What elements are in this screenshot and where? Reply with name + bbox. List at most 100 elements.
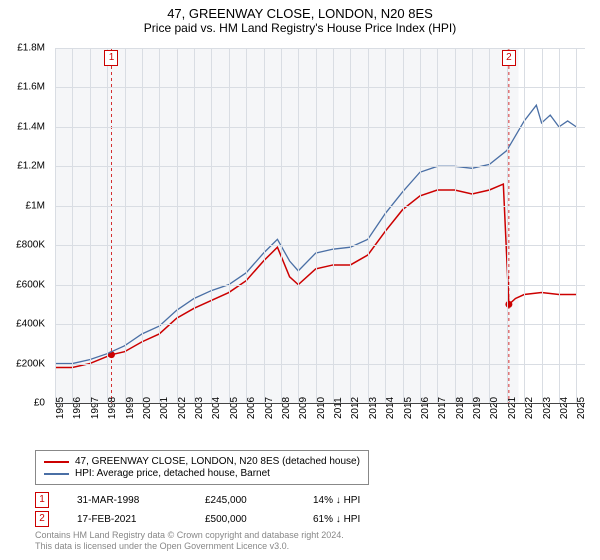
x-axis-label: 2024	[559, 397, 570, 419]
gridline-v	[90, 48, 91, 403]
y-axis-label: £400K	[0, 319, 45, 330]
sale-date: 17-FEB-2021	[77, 514, 177, 525]
gridline-v	[177, 48, 178, 403]
legend-swatch	[44, 473, 69, 475]
gridline-v	[385, 48, 386, 403]
x-axis-line	[55, 403, 585, 404]
gridline-v	[472, 48, 473, 403]
gridline-h	[55, 87, 585, 88]
sale-delta: 14% ↓ HPI	[313, 495, 360, 506]
footer-text: Contains HM Land Registry data © Crown c…	[35, 530, 344, 553]
chart-container: 47, GREENWAY CLOSE, LONDON, N20 8ES Pric…	[0, 0, 600, 560]
legend-swatch	[44, 461, 69, 463]
x-axis-label: 2007	[264, 397, 275, 419]
legend-label: HPI: Average price, detached house, Barn…	[75, 468, 270, 479]
sale-price: £500,000	[205, 514, 285, 525]
y-axis-label: £1.8M	[0, 43, 45, 54]
gridline-v	[542, 48, 543, 403]
gridline-h	[55, 127, 585, 128]
gridline-v	[368, 48, 369, 403]
gridline-v	[298, 48, 299, 403]
gridline-v	[246, 48, 247, 403]
gridline-h	[55, 206, 585, 207]
x-axis-label: 2005	[229, 397, 240, 419]
legend: 47, GREENWAY CLOSE, LONDON, N20 8ES (det…	[35, 450, 369, 485]
y-axis-label: £1.4M	[0, 121, 45, 132]
x-axis-label: 1998	[107, 397, 118, 419]
x-axis-label: 2021	[507, 397, 518, 419]
footer-line-2: This data is licensed under the Open Gov…	[35, 541, 344, 552]
y-axis-label: £0	[0, 398, 45, 409]
legend-item: 47, GREENWAY CLOSE, LONDON, N20 8ES (det…	[44, 456, 360, 467]
gridline-v	[350, 48, 351, 403]
x-axis-label: 2017	[437, 397, 448, 419]
x-axis-label: 2006	[246, 397, 257, 419]
gridline-v	[142, 48, 143, 403]
gridline-v	[437, 48, 438, 403]
gridline-h	[55, 166, 585, 167]
x-axis-label: 2020	[489, 397, 500, 419]
table-row: 1 31-MAR-1998 £245,000 14% ↓ HPI	[35, 492, 360, 508]
gridline-v	[211, 48, 212, 403]
y-axis-label: £1M	[0, 200, 45, 211]
gridline-v	[489, 48, 490, 403]
y-axis-label: £600K	[0, 279, 45, 290]
x-axis-label: 2003	[194, 397, 205, 419]
gridline-v	[125, 48, 126, 403]
gridline-v	[333, 48, 334, 403]
x-axis-label: 1995	[55, 397, 66, 419]
gridline-h	[55, 245, 585, 246]
gridline-v	[229, 48, 230, 403]
x-axis-label: 2019	[472, 397, 483, 419]
gridline-h	[55, 48, 585, 49]
y-axis-label: £200K	[0, 358, 45, 369]
plot-area: £0£200K£400K£600K£800K£1M£1.2M£1.4M£1.6M…	[55, 48, 585, 403]
x-axis-label: 2000	[142, 397, 153, 419]
x-axis-label: 2002	[177, 397, 188, 419]
gridline-v	[524, 48, 525, 403]
x-axis-label: 2013	[368, 397, 379, 419]
gridline-v	[281, 48, 282, 403]
gridline-h	[55, 285, 585, 286]
y-axis-label: £800K	[0, 240, 45, 251]
table-marker: 2	[35, 511, 49, 527]
gridline-v	[455, 48, 456, 403]
x-axis-label: 2004	[211, 397, 222, 419]
gridline-v	[159, 48, 160, 403]
gridline-v	[107, 48, 108, 403]
x-axis-label: 2008	[281, 397, 292, 419]
gridline-h	[55, 364, 585, 365]
table-marker: 1	[35, 492, 49, 508]
gridline-v	[264, 48, 265, 403]
x-axis-label: 2014	[385, 397, 396, 419]
y-axis-label: £1.2M	[0, 161, 45, 172]
x-axis-label: 1999	[125, 397, 136, 419]
gridline-v	[72, 48, 73, 403]
x-axis-label: 2012	[350, 397, 361, 419]
gridline-v	[559, 48, 560, 403]
legend-item: HPI: Average price, detached house, Barn…	[44, 468, 360, 479]
x-axis-label: 2018	[455, 397, 466, 419]
gridline-v	[507, 48, 508, 403]
x-axis-label: 1996	[72, 397, 83, 419]
y-axis-label: £1.6M	[0, 82, 45, 93]
chart-subtitle: Price paid vs. HM Land Registry's House …	[0, 21, 600, 41]
gridline-v	[576, 48, 577, 403]
footer-line-1: Contains HM Land Registry data © Crown c…	[35, 530, 344, 541]
sale-date: 31-MAR-1998	[77, 495, 177, 506]
x-axis-label: 2011	[333, 397, 344, 419]
x-axis-label: 2001	[159, 397, 170, 419]
sale-marker-1: 1	[104, 50, 118, 66]
sales-table: 1 31-MAR-1998 £245,000 14% ↓ HPI 2 17-FEB-202…	[35, 492, 360, 530]
sale-marker-2: 2	[502, 50, 516, 66]
table-row: 217-FEB-2021£500,00061% ↓ HPI	[35, 511, 360, 527]
chart-title: 47, GREENWAY CLOSE, LONDON, N20 8ES	[0, 0, 600, 21]
gridline-v	[420, 48, 421, 403]
x-axis-label: 2015	[403, 397, 414, 419]
sale-price: £245,000	[205, 495, 285, 506]
x-axis-label: 2022	[524, 397, 535, 419]
x-axis-label: 2009	[298, 397, 309, 419]
x-axis-label: 2023	[542, 397, 553, 419]
gridline-h	[55, 324, 585, 325]
gridline-v	[403, 48, 404, 403]
